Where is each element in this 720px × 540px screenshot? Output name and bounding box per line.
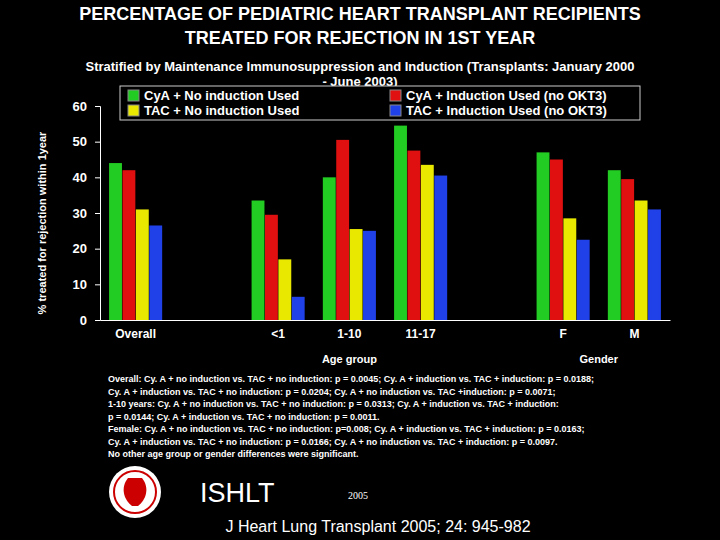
title: PERCENTAGE OF PEDIATRIC HEART TRANSPLANT… <box>79 4 640 48</box>
tick-label: 60 <box>73 99 87 114</box>
tick: 40 <box>73 170 100 185</box>
bar <box>252 201 265 320</box>
axis-line <box>101 320 671 321</box>
tick: 10 <box>73 277 100 292</box>
bar <box>278 259 291 320</box>
tick: <1 <box>271 327 285 341</box>
tick-label: 50 <box>73 134 87 149</box>
bar <box>394 126 407 320</box>
legend-swatch <box>128 90 139 101</box>
title-line: PERCENTAGE OF PEDIATRIC HEART TRANSPLANT… <box>79 4 640 24</box>
group-label: Gender <box>579 353 618 365</box>
bar <box>122 170 135 320</box>
legend-swatch <box>390 90 401 101</box>
tick-label: 0 <box>80 313 87 328</box>
subtitle: Stratified by Maintenance Immunosuppress… <box>85 59 634 89</box>
bar <box>434 176 447 320</box>
legend-label: TAC + Induction Used (no OKT3) <box>406 103 607 118</box>
tick: 20 <box>73 241 100 256</box>
bar <box>136 209 149 320</box>
bar <box>265 215 278 320</box>
footnote: Cy. A + induction vs. TAC + no induction… <box>108 387 556 397</box>
footnote: Female: Cy. A + no induction vs. TAC + n… <box>108 424 585 434</box>
y-axis: 0 10 20 30 40 50 60 <box>73 99 101 328</box>
footnote: 1-10 years: Cy. A + no induction vs. TAC… <box>108 399 559 409</box>
tick-label: M <box>629 327 639 341</box>
tick-mark <box>95 249 100 250</box>
tick-mark <box>95 320 100 321</box>
tick-label: 40 <box>73 170 87 185</box>
tick: 30 <box>73 206 100 221</box>
bar <box>648 209 661 320</box>
citation: J Heart Lung Transplant 2005; 24: 945-98… <box>225 518 530 535</box>
bar <box>336 140 349 320</box>
x-axis: Overall <1 1-10 11-17 F M <box>101 321 671 341</box>
bars <box>109 126 661 320</box>
bar <box>407 151 420 320</box>
legend-label: CyA + No induction Used <box>144 88 299 103</box>
logo-shape <box>124 478 147 506</box>
axis-line <box>95 107 101 321</box>
org-label: ISHLT <box>200 478 275 508</box>
legend: CyA + No induction Used CyA + Induction U… <box>120 86 640 120</box>
tick: 50 <box>73 134 100 149</box>
legend-label: TAC + No induction Used <box>144 103 299 118</box>
tick: 1-10 <box>337 327 361 341</box>
logo <box>109 466 161 518</box>
tick: Overall <box>115 327 156 341</box>
tick-mark <box>95 213 100 214</box>
background <box>0 0 720 540</box>
legend-swatch <box>390 105 401 116</box>
tick-mark <box>95 106 100 107</box>
bar <box>350 229 363 320</box>
group-label: Age group <box>322 353 377 365</box>
footnote: Overall: Cy. A + no induction vs. TAC + … <box>108 374 594 384</box>
bar <box>537 152 550 320</box>
legend-box <box>120 86 640 120</box>
bar <box>292 297 305 320</box>
bar <box>149 225 162 320</box>
tick-label: <1 <box>271 327 285 341</box>
tick-label: 11-17 <box>406 327 436 341</box>
bar <box>550 160 563 321</box>
legend-label: CyA + Induction Used (no OKT3) <box>406 88 607 103</box>
legend-swatch <box>128 105 139 116</box>
tick-label: 1-10 <box>337 327 361 341</box>
tick: 11-17 <box>406 327 436 341</box>
bar <box>109 163 122 320</box>
title-line: TREATED FOR REJECTION IN 1ST YEAR <box>185 28 535 48</box>
bar <box>363 231 376 320</box>
logo-circle <box>109 466 161 518</box>
subtitle-line: Stratified by Maintenance Immunosuppress… <box>85 59 634 74</box>
footnote: p = 0.0144; Cy. A + induction vs. TAC + … <box>108 412 380 422</box>
bar <box>421 165 434 320</box>
tick-label: F <box>559 327 566 341</box>
footnote: No other age group or gender differences… <box>108 449 359 459</box>
bar <box>635 201 648 320</box>
bar <box>563 218 576 320</box>
bar <box>621 179 634 320</box>
tick-mark <box>95 284 100 285</box>
tick: M <box>629 327 639 341</box>
tick-label: Overall <box>115 327 156 341</box>
logo-ring <box>114 471 156 513</box>
bar <box>577 240 590 320</box>
chart: PERCENTAGE OF PEDIATRIC HEART TRANSPLANT… <box>0 0 720 540</box>
tick: 60 <box>73 99 100 114</box>
tick-mark <box>95 142 100 143</box>
bar <box>323 177 336 320</box>
tick: F <box>559 327 566 341</box>
tick-label: 30 <box>73 206 87 221</box>
year-label: 2005 <box>348 490 368 501</box>
y-label: % treated for rejection within 1year <box>36 131 48 314</box>
tick-mark <box>95 177 100 178</box>
tick-label: 20 <box>73 241 87 256</box>
bar <box>608 170 621 320</box>
footnote: Cy. A + induction vs. TAC + no induction… <box>108 437 558 447</box>
tick: 0 <box>80 313 100 328</box>
tick-label: 10 <box>73 277 87 292</box>
